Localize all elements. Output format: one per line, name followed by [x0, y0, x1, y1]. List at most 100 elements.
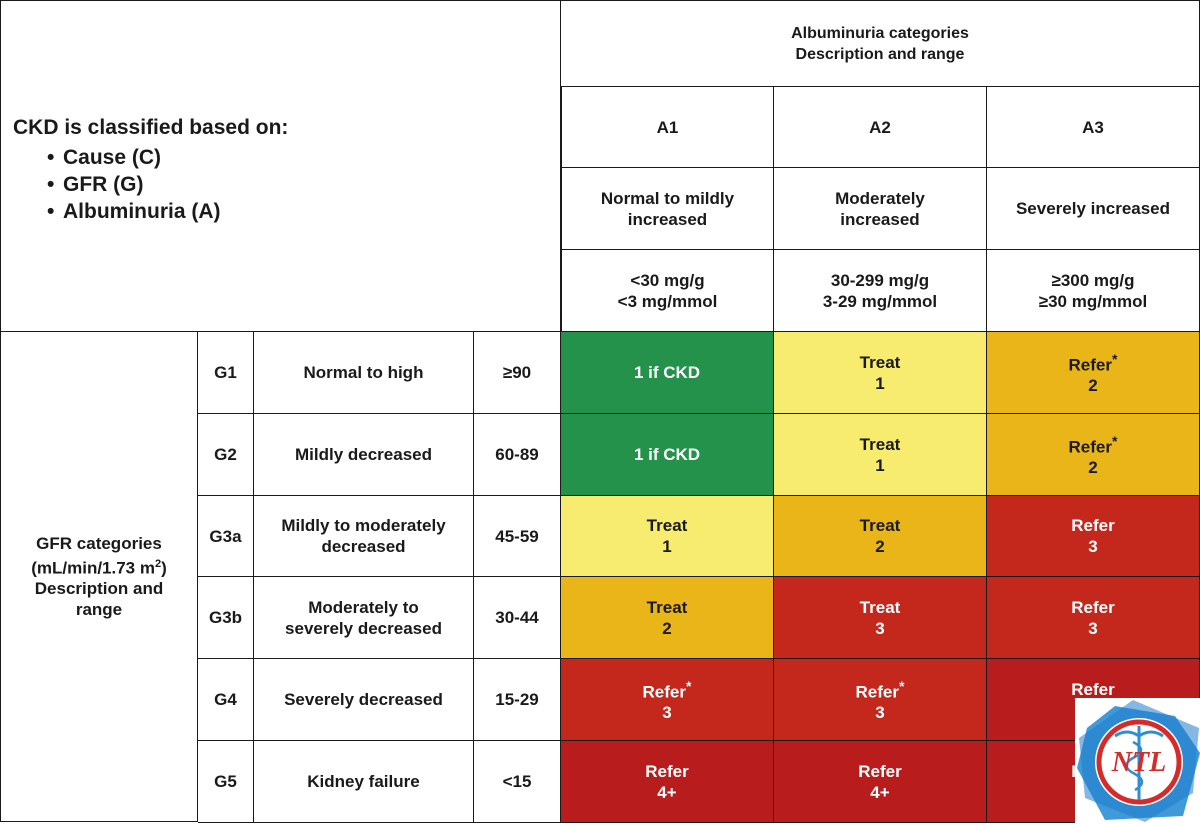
gfr-desc-line: Normal to high	[303, 363, 424, 382]
intro-item-label: Albuminuria (A)	[63, 200, 221, 223]
intro-item-albuminuria: • Albuminuria (A)	[47, 198, 221, 225]
albuminuria-range-a1: <30 mg/g <3 mg/mmol	[561, 250, 774, 332]
gfr-code-line: G3a	[209, 526, 242, 546]
ntl-logo-graphic: NTL	[1077, 700, 1200, 822]
gfr-categories-label: GFR categories (mL/min/1.73 m2) Descript…	[0, 332, 198, 822]
gfr-range-line: 60-89	[495, 445, 539, 464]
risk-cell-line: 3	[662, 703, 672, 723]
bullet-icon: •	[47, 173, 55, 196]
risk-cell-line: 1	[875, 373, 885, 393]
risk-cell-line: 2	[1088, 376, 1098, 396]
gfr-range-line: <15	[502, 772, 532, 791]
intro-item-label: GFR (G)	[63, 173, 144, 196]
risk-cell-line: 3	[875, 703, 885, 723]
risk-cell-g3b-a2: Treat 3	[774, 577, 987, 659]
albuminuria-range-line: 3-29 mg/mmol	[822, 291, 938, 311]
gfr-range-g5: <15	[474, 741, 561, 823]
risk-cell-line: Treat	[859, 516, 901, 535]
risk-cell-g4-a2: Refer* 3	[774, 659, 987, 741]
gfr-label-line4: range	[75, 600, 123, 620]
asterisk-icon: *	[686, 677, 692, 694]
albuminuria-range-a3: ≥300 mg/g ≥30 mg/mmol	[987, 250, 1200, 332]
gfr-range-g3a: 45-59	[474, 496, 561, 577]
albuminuria-desc-a2: Moderately increased	[774, 168, 987, 250]
risk-cell-line: Treat	[859, 352, 901, 372]
albuminuria-code-line: A3	[1082, 117, 1104, 137]
gfr-label-line2: (mL/min/1.73 m2)	[31, 557, 167, 578]
risk-cell-line: Refer*	[642, 677, 692, 702]
albuminuria-code-line: A1	[656, 117, 679, 137]
risk-cell-g1-a2: Treat 1	[774, 332, 987, 414]
risk-cell-line: Refer	[1071, 597, 1115, 617]
risk-cell-g3a-a3: Refer 3	[987, 496, 1200, 577]
gfr-label-line1: GFR categories	[36, 533, 162, 553]
bullet-icon: •	[47, 146, 55, 169]
albuminuria-code-a3: A3	[987, 87, 1200, 168]
albuminuria-desc-a3: Severely increased	[987, 168, 1200, 250]
risk-cell-line: 1	[875, 455, 885, 475]
albuminuria-desc-line: increased	[840, 209, 920, 229]
gfr-code-line: G5	[214, 772, 237, 791]
gfr-range-line: 30-44	[495, 608, 539, 627]
albuminuria-desc-line: Severely increased	[1015, 199, 1171, 218]
gfr-desc-line: Moderately to	[308, 597, 419, 617]
risk-cell-line: Refer*	[1068, 350, 1118, 375]
albuminuria-desc-line: Moderately	[835, 188, 925, 208]
gfr-code-line: G2	[214, 445, 237, 464]
albuminuria-range-line: <30 mg/g	[630, 270, 705, 290]
risk-cell-g2-a2: Treat 1	[774, 414, 987, 496]
gfr-range-line: ≥90	[502, 363, 532, 382]
gfr-code-g1: G1	[198, 332, 254, 414]
risk-cell-line: Treat	[859, 597, 901, 617]
risk-cell-line: Refer*	[1068, 432, 1118, 457]
risk-cell-g4-a1: Refer* 3	[561, 659, 774, 741]
risk-cell-g2-a3: Refer* 2	[987, 414, 1200, 496]
logo-text: NTL	[1111, 747, 1166, 778]
risk-cell-line: Refer	[645, 761, 689, 781]
gfr-range-g2: 60-89	[474, 414, 561, 496]
risk-cell-line: 3	[1088, 618, 1098, 638]
intro-item-gfr: • GFR (G)	[47, 171, 221, 198]
risk-cell-g2-a1: 1 if CKD	[561, 414, 774, 496]
risk-cell-g1-a3: Refer* 2	[987, 332, 1200, 414]
risk-cell-line: 3	[1088, 537, 1098, 556]
risk-cell-line: 3	[875, 618, 885, 638]
risk-cell-g3b-a3: Refer 3	[987, 577, 1200, 659]
risk-cell-line: 2	[875, 537, 885, 556]
gfr-code-g5: G5	[198, 741, 254, 823]
risk-cell-line: 1	[662, 537, 672, 556]
intro-item-cause: • Cause (C)	[47, 144, 221, 171]
albuminuria-header: Albuminuria categories Description and r…	[561, 0, 1200, 87]
gfr-range-g1: ≥90	[474, 332, 561, 414]
intro-item-label: Cause (C)	[63, 146, 162, 169]
gfr-code-line: G1	[214, 363, 237, 382]
risk-cell-line: 2	[1088, 458, 1098, 478]
gfr-code-line: G4	[214, 690, 237, 709]
gfr-range-g3b: 30-44	[474, 577, 561, 659]
gfr-code-line: G3b	[208, 608, 243, 627]
albuminuria-desc-line: increased	[627, 209, 708, 229]
risk-cell-line: Treat	[646, 597, 688, 617]
risk-cell-g1-a1: 1 if CKD	[561, 332, 774, 414]
albuminuria-desc-line: Normal to mildly	[600, 188, 735, 208]
gfr-desc-line: Kidney failure	[307, 772, 420, 791]
gfr-code-g4: G4	[198, 659, 254, 741]
gfr-desc-g3a: Mildly to moderately decreased	[254, 496, 474, 577]
risk-cell-g3b-a1: Treat 2	[561, 577, 774, 659]
intro-title: CKD is classified based on:	[13, 116, 289, 139]
risk-cell-g5-a2: Refer 4+	[774, 741, 987, 823]
albuminuria-desc-a1: Normal to mildly increased	[561, 168, 774, 250]
risk-cell-line: Treat	[646, 516, 688, 535]
risk-cell-g3a-a2: Treat 2	[774, 496, 987, 577]
asterisk-icon: *	[1112, 432, 1118, 449]
albuminuria-range-line: ≥30 mg/mmol	[1038, 291, 1148, 311]
albuminuria-code-a1: A1	[561, 87, 774, 168]
albuminuria-code-line: A2	[869, 117, 891, 137]
asterisk-icon: *	[899, 677, 905, 694]
gfr-desc-line: Mildly to moderately	[281, 516, 446, 535]
albuminuria-range-line: 30-299 mg/g	[830, 270, 930, 290]
bullet-icon: •	[47, 200, 55, 223]
risk-cell-g5-a1: Refer 4+	[561, 741, 774, 823]
risk-cell-line: Refer*	[855, 677, 905, 702]
gfr-desc-g3b: Moderately to severely decreased	[254, 577, 474, 659]
